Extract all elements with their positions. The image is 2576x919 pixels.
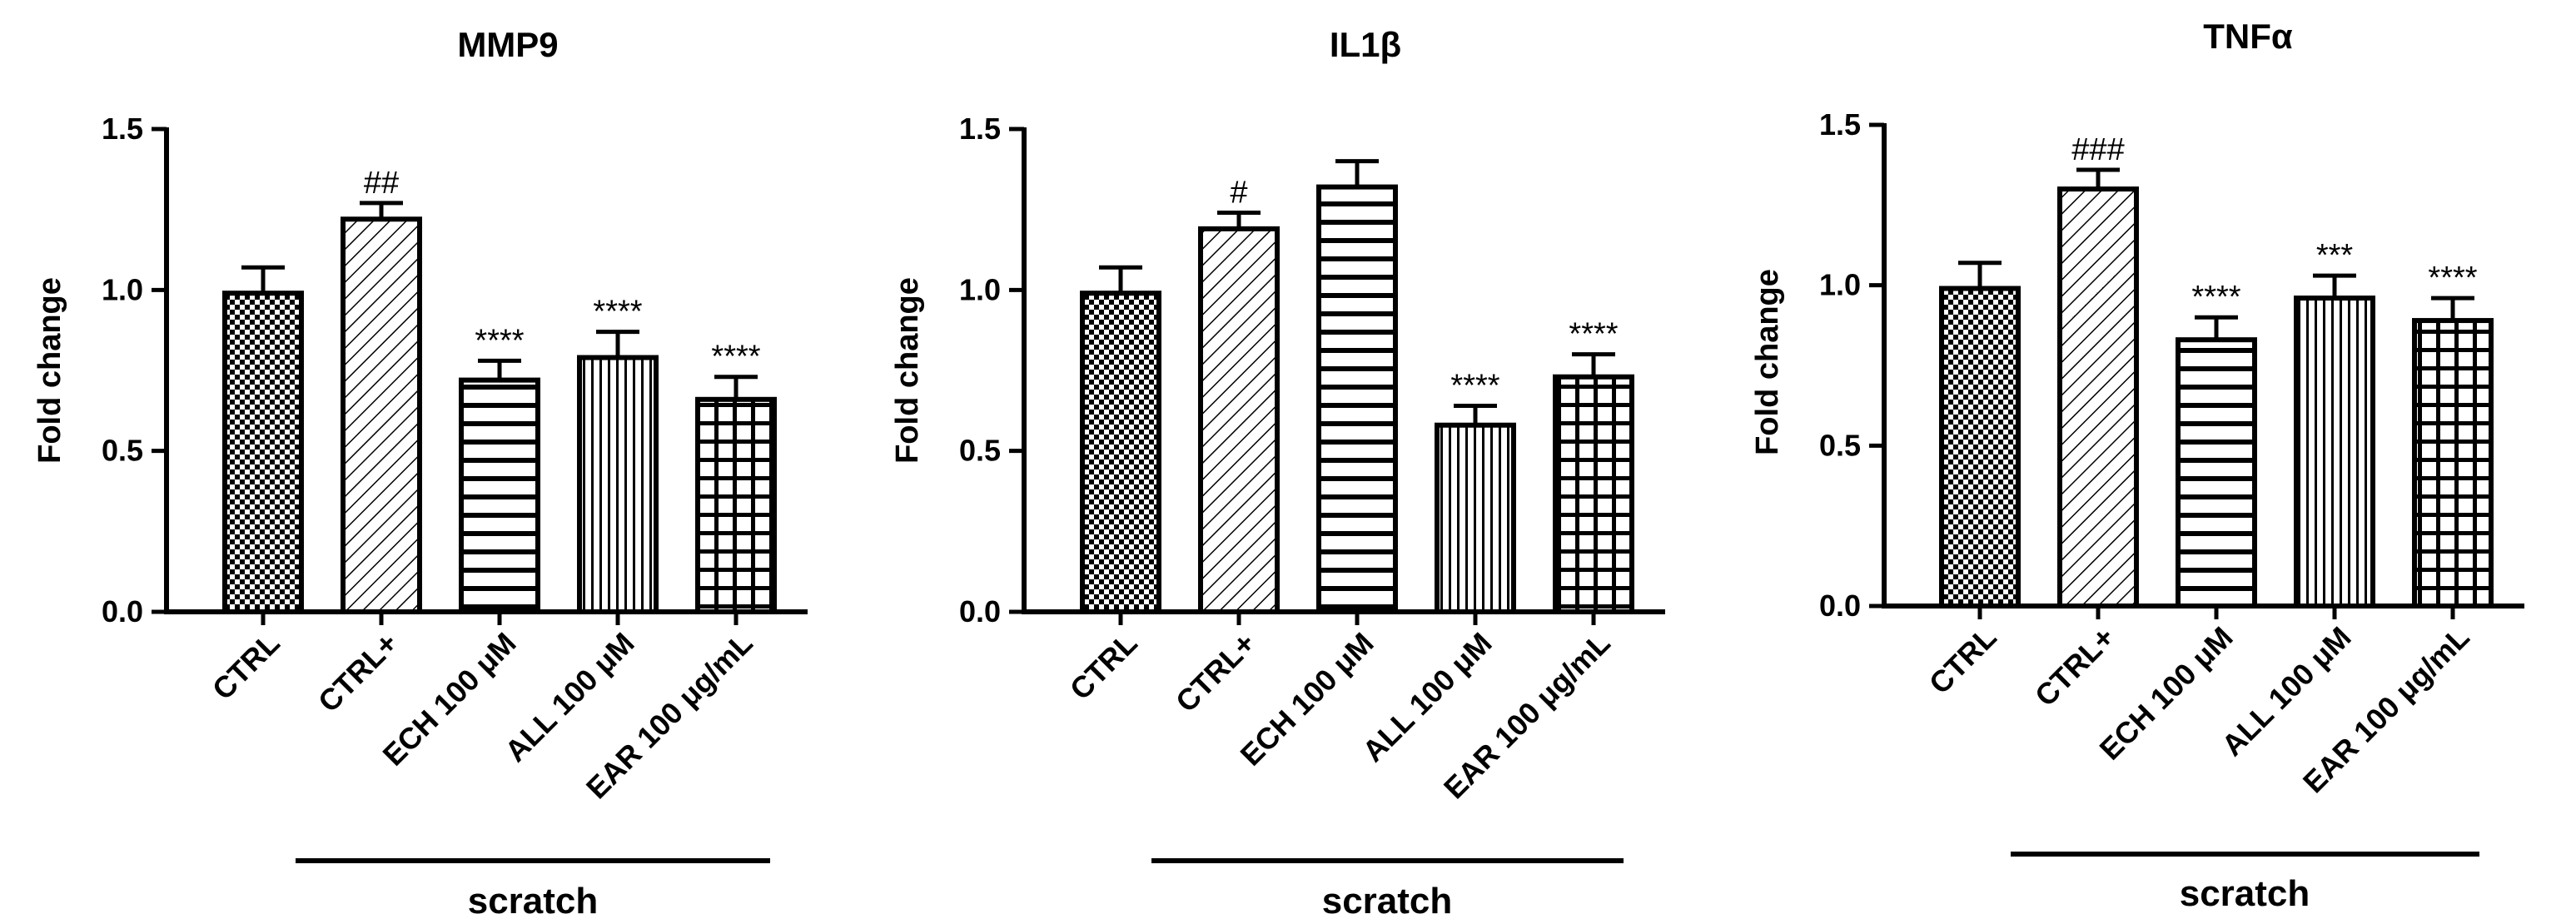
bar bbox=[2294, 296, 2375, 609]
bar bbox=[1435, 422, 1516, 614]
panel-title: MMP9 bbox=[457, 25, 558, 64]
x-tick-label: CTRL+ bbox=[2028, 620, 2121, 713]
y-tick-label: 0.5 bbox=[959, 434, 1001, 468]
bar bbox=[1080, 291, 1161, 614]
y-axis-title: Fold change bbox=[890, 277, 925, 464]
y-tick-label: 1.5 bbox=[959, 112, 1001, 146]
significance-label: **** bbox=[593, 295, 642, 330]
y-axis-title: Fold change bbox=[1750, 269, 1785, 455]
panel-title: IL1β bbox=[1330, 25, 1401, 64]
x-tick-label: CTRL+ bbox=[1169, 626, 1262, 719]
x-tick-label: CTRL bbox=[1063, 626, 1144, 707]
x-tick-label: CTRL+ bbox=[311, 626, 405, 719]
y-tick-label: 0.0 bbox=[102, 594, 143, 628]
significance-label: **** bbox=[1569, 317, 1618, 352]
group-label: scratch bbox=[1322, 881, 1453, 919]
bar bbox=[222, 291, 304, 614]
bar bbox=[341, 216, 422, 614]
y-tick-label: 0.5 bbox=[102, 434, 143, 468]
y-tick-label: 1.0 bbox=[1819, 268, 1861, 302]
bar bbox=[2057, 186, 2139, 609]
y-tick-label: 0.0 bbox=[1819, 589, 1861, 623]
bar bbox=[1553, 374, 1634, 614]
significance-label: **** bbox=[2428, 261, 2477, 296]
y-tick-label: 1.5 bbox=[1819, 107, 1861, 142]
significance-label: **** bbox=[1450, 369, 1499, 404]
chart-panel-3: TNFα Fold change scratch 0.0 0.5 1.0 1.5 CTR… bbox=[1750, 17, 2524, 914]
significance-label: **** bbox=[711, 340, 760, 375]
panel-title: TNFα bbox=[2203, 17, 2293, 56]
significance-label: ## bbox=[364, 166, 399, 201]
bar bbox=[1939, 286, 2021, 609]
significance-label: **** bbox=[2191, 280, 2240, 315]
significance-label: ### bbox=[2071, 132, 2124, 167]
group-label: scratch bbox=[468, 881, 599, 919]
bar bbox=[1316, 184, 1398, 614]
bar bbox=[1198, 226, 1280, 614]
significance-label: # bbox=[1230, 176, 1247, 211]
bar bbox=[695, 396, 777, 614]
bar bbox=[459, 377, 540, 614]
bar bbox=[577, 355, 659, 614]
y-tick-label: 1.0 bbox=[959, 272, 1001, 306]
significance-label: *** bbox=[2316, 238, 2354, 273]
chart-panel-2: IL1β Fold change scratch 0.0 0.5 1.0 1.5 CTR… bbox=[890, 25, 1665, 919]
y-tick-label: 1.5 bbox=[102, 112, 143, 146]
bar bbox=[2176, 337, 2257, 609]
significance-label: **** bbox=[475, 323, 524, 358]
y-tick-label: 0.0 bbox=[959, 594, 1001, 628]
y-tick-label: 1.0 bbox=[102, 272, 143, 306]
x-tick-label: CTRL bbox=[206, 626, 286, 707]
chart-panel-1: MMP9 Fold change scratch 0.0 0.5 1.0 1.5 CTR… bbox=[32, 25, 808, 919]
y-tick-label: 0.5 bbox=[1819, 428, 1861, 462]
y-axis-title: Fold change bbox=[32, 277, 67, 464]
group-label: scratch bbox=[2180, 873, 2310, 914]
x-tick-label: CTRL bbox=[1922, 620, 2003, 701]
bar bbox=[2412, 318, 2494, 609]
